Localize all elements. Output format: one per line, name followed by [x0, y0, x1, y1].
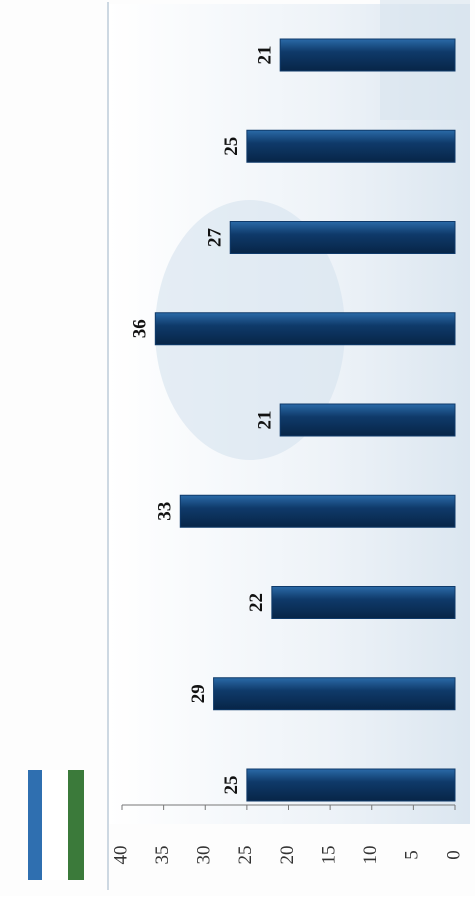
- tick-label: 25: [235, 846, 256, 865]
- value-label: 36: [130, 319, 151, 338]
- bar: [246, 129, 456, 163]
- value-label: 21: [255, 46, 276, 65]
- value-label: 33: [155, 502, 176, 521]
- value-label: 21: [255, 411, 276, 430]
- bar: [279, 38, 456, 72]
- tick-label: 15: [318, 846, 339, 865]
- bar: [279, 403, 456, 437]
- bar: [246, 768, 456, 802]
- value-label: 22: [246, 593, 267, 612]
- value-label: 29: [188, 684, 209, 703]
- bar: [271, 586, 456, 619]
- tick-label: 40: [110, 846, 131, 865]
- bar: [179, 494, 456, 528]
- value-label: 27: [205, 228, 226, 248]
- logo: [28, 770, 84, 880]
- value-label: 25: [221, 137, 242, 156]
- bar: [213, 677, 456, 711]
- tick-label: 30: [194, 846, 215, 865]
- bar: [229, 221, 456, 254]
- bar: [154, 312, 456, 346]
- tick-label: 5: [402, 850, 423, 860]
- tick-label: 35: [152, 846, 173, 865]
- tick-label: 20: [277, 846, 298, 865]
- tick-label: 0: [443, 850, 464, 860]
- value-label: 25: [221, 776, 242, 795]
- tick-label: 10: [360, 846, 381, 865]
